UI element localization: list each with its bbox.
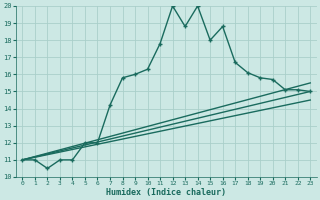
X-axis label: Humidex (Indice chaleur): Humidex (Indice chaleur) [106, 188, 226, 197]
